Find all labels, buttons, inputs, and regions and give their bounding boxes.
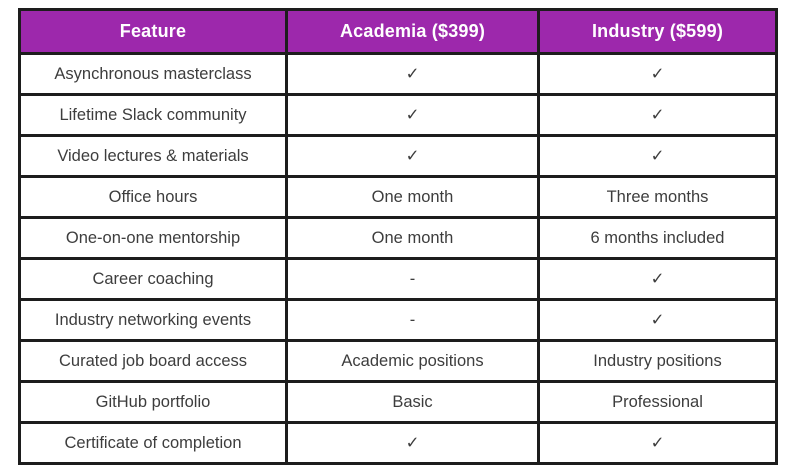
industry-value-cell: ✓ — [537, 134, 778, 178]
feature-cell: Lifetime Slack community — [18, 93, 288, 137]
academia-value-cell: ✓ — [285, 134, 540, 178]
feature-cell: Career coaching — [18, 257, 288, 301]
industry-value-cell: Three months — [537, 175, 778, 219]
table-row: Certificate of completion ✓ ✓ — [18, 421, 778, 465]
feature-cell: Asynchronous masterclass — [18, 52, 288, 96]
academia-value-cell: One month — [285, 175, 540, 219]
academia-value-cell: ✓ — [285, 93, 540, 137]
column-header-academia: Academia ($399) — [285, 8, 540, 55]
industry-value-cell: 6 months included — [537, 216, 778, 260]
feature-cell: Curated job board access — [18, 339, 288, 383]
column-header-feature: Feature — [18, 8, 288, 55]
table-row: Video lectures & materials ✓ ✓ — [18, 134, 778, 178]
table-row: Asynchronous masterclass ✓ ✓ — [18, 52, 778, 96]
academia-value-cell: ✓ — [285, 421, 540, 465]
feature-cell: Office hours — [18, 175, 288, 219]
industry-value-cell: Professional — [537, 380, 778, 424]
academia-value-cell: One month — [285, 216, 540, 260]
industry-value-cell: ✓ — [537, 52, 778, 96]
table-header-row: Feature Academia ($399) Industry ($599) — [18, 8, 778, 55]
table-row: Office hours One month Three months — [18, 175, 778, 219]
feature-cell: One-on-one mentorship — [18, 216, 288, 260]
academia-value-cell: - — [285, 298, 540, 342]
table-row: Career coaching - ✓ — [18, 257, 778, 301]
feature-cell: Certificate of completion — [18, 421, 288, 465]
industry-value-cell: ✓ — [537, 298, 778, 342]
feature-cell: Video lectures & materials — [18, 134, 288, 178]
table-row: Lifetime Slack community ✓ ✓ — [18, 93, 778, 137]
column-header-industry: Industry ($599) — [537, 8, 778, 55]
academia-value-cell: - — [285, 257, 540, 301]
pricing-comparison-table: Feature Academia ($399) Industry ($599) … — [18, 8, 778, 465]
academia-value-cell: Academic positions — [285, 339, 540, 383]
feature-cell: GitHub portfolio — [18, 380, 288, 424]
table-row: Curated job board access Academic positi… — [18, 339, 778, 383]
industry-value-cell: ✓ — [537, 93, 778, 137]
feature-cell: Industry networking events — [18, 298, 288, 342]
academia-value-cell: Basic — [285, 380, 540, 424]
table-row: GitHub portfolio Basic Professional — [18, 380, 778, 424]
industry-value-cell: Industry positions — [537, 339, 778, 383]
table-row: Industry networking events - ✓ — [18, 298, 778, 342]
table-row: One-on-one mentorship One month 6 months… — [18, 216, 778, 260]
academia-value-cell: ✓ — [285, 52, 540, 96]
industry-value-cell: ✓ — [537, 257, 778, 301]
industry-value-cell: ✓ — [537, 421, 778, 465]
